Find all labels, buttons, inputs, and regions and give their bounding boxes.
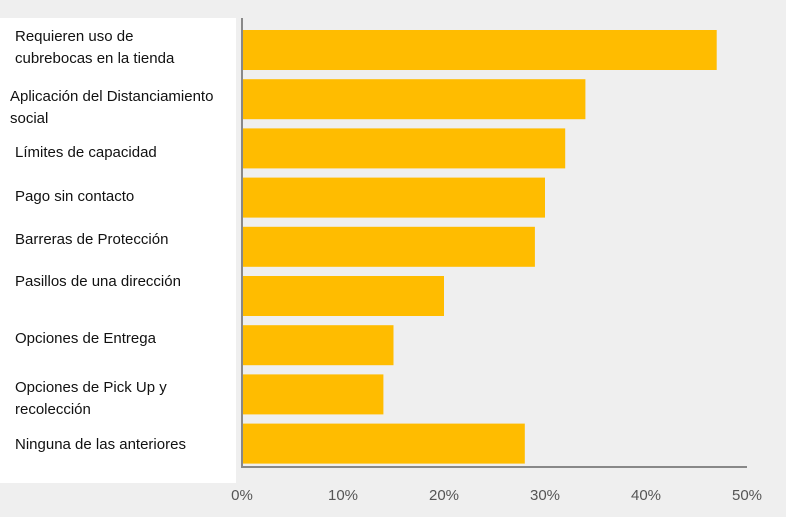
- category-label-6: Opciones de Entrega: [15, 330, 156, 347]
- x-tick-label-5: 50%: [732, 487, 762, 504]
- label-panel-background: [0, 18, 236, 483]
- bar-0: [242, 30, 717, 70]
- category-label-1: Aplicación del Distanciamiento social: [10, 88, 214, 127]
- bar-3: [242, 177, 545, 218]
- x-tick-label-2: 20%: [429, 487, 459, 504]
- category-label-3: Pago sin contacto: [15, 188, 135, 205]
- x-tick-label-1: 10%: [328, 487, 358, 504]
- category-label-7: Opciones de Pick Up y recolección: [15, 379, 167, 418]
- bar-2: [242, 128, 566, 169]
- bar-5: [242, 276, 444, 316]
- bar-1: [242, 79, 586, 120]
- bar-4: [242, 226, 535, 267]
- category-label-4: Barreras de Protección: [15, 231, 169, 248]
- bar-6: [242, 325, 394, 366]
- category-label-8: Ninguna de las anteriores: [15, 436, 186, 453]
- category-label-2: Límites de capacidad: [15, 144, 157, 161]
- x-tick-label-3: 30%: [530, 487, 560, 504]
- category-label-0: Requieren uso de cubrebocas en la tienda: [15, 28, 175, 67]
- bar-7: [242, 374, 384, 415]
- x-tick-label-0: 0%: [231, 487, 253, 504]
- x-tick-label-4: 40%: [631, 487, 661, 504]
- bar-8: [242, 423, 525, 464]
- category-label-5: Pasillos de una dirección: [15, 273, 181, 290]
